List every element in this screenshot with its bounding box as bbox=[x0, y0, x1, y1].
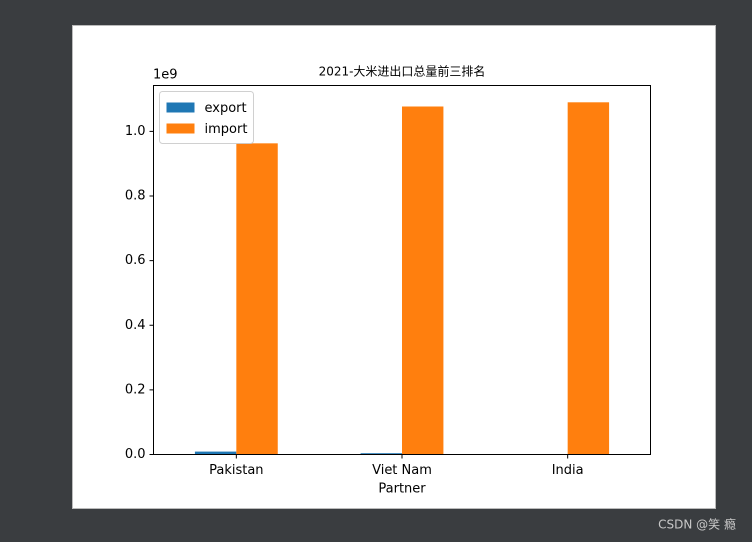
y-tick-label: 0.0 bbox=[125, 447, 146, 462]
legend-swatch bbox=[166, 123, 195, 134]
bar bbox=[567, 102, 610, 455]
y-offset-label: 1e9 bbox=[153, 68, 178, 83]
watermark: CSDN @笑 瘾 bbox=[658, 517, 736, 532]
x-axis-label: Partner bbox=[378, 482, 426, 497]
y-tick-label: 0.2 bbox=[125, 382, 146, 397]
y-tick-label: 1.0 bbox=[125, 124, 146, 139]
bar bbox=[360, 453, 402, 455]
y-tick-label: 0.4 bbox=[125, 318, 146, 333]
x-tick-label: Viet Nam bbox=[372, 463, 432, 478]
bar bbox=[236, 143, 278, 455]
x-tick-label: India bbox=[552, 463, 584, 478]
axes-frame bbox=[153, 85, 651, 455]
y-tick-label: 0.6 bbox=[125, 253, 146, 268]
bar bbox=[402, 106, 444, 455]
x-tick-label: Pakistan bbox=[209, 463, 263, 478]
chart-title: 2021-大米进出口总量前三排名 bbox=[319, 64, 486, 79]
legend-label: import bbox=[205, 122, 248, 137]
legend-label: export bbox=[205, 101, 247, 116]
bar bbox=[194, 451, 237, 455]
y-tick-label: 0.8 bbox=[125, 189, 146, 204]
legend-swatch bbox=[166, 102, 195, 113]
